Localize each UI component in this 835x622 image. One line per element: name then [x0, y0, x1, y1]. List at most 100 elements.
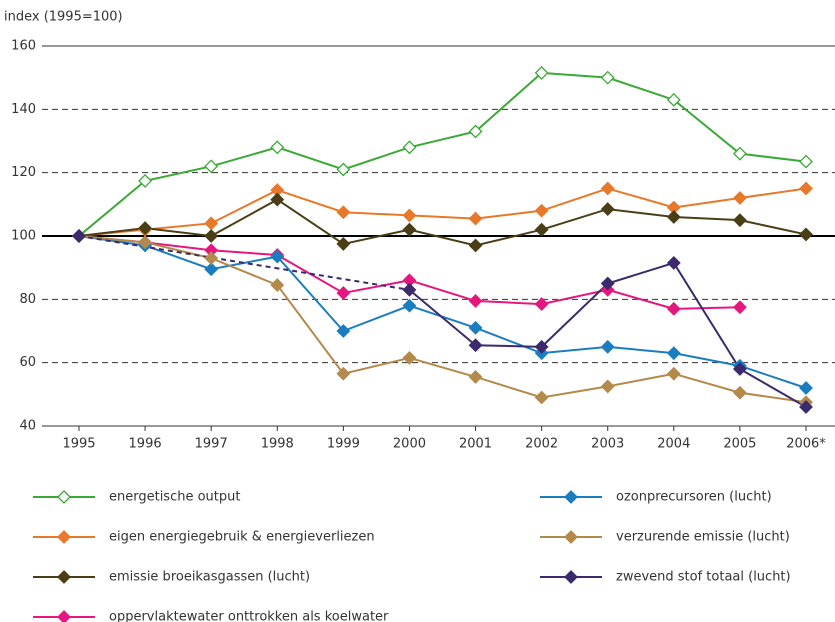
- marker: [336, 366, 351, 381]
- marker: [336, 236, 351, 251]
- y-tick-label: 60: [19, 355, 36, 370]
- marker: [468, 211, 483, 226]
- marker: [204, 251, 219, 266]
- marker: [534, 222, 549, 237]
- marker: [799, 181, 813, 196]
- legend-marker: [57, 490, 71, 504]
- marker: [402, 222, 417, 237]
- legend-marker: [564, 530, 578, 544]
- x-tick-label: 2003: [591, 437, 624, 452]
- marker: [666, 346, 681, 361]
- marker: [666, 210, 681, 224]
- x-tick-label: 2006*: [786, 437, 826, 452]
- x-tick-label: 2004: [657, 437, 690, 452]
- marker: [732, 213, 747, 228]
- gap-connector: [78, 235, 410, 291]
- series-line: [78, 198, 807, 247]
- marker: [270, 249, 285, 264]
- x-tick-label: 1995: [62, 437, 95, 452]
- marker: [600, 339, 615, 354]
- y-tick-label: 80: [19, 292, 36, 307]
- marker: [799, 227, 813, 242]
- legend-label: eigen energiegebruik & energieverliezen: [109, 530, 375, 545]
- marker: [732, 191, 747, 205]
- marker: [336, 286, 351, 300]
- legend-label: verzurende emissie (lucht): [616, 530, 790, 545]
- marker: [468, 369, 483, 384]
- marker: [468, 238, 483, 253]
- marker: [336, 205, 351, 220]
- marker: [270, 278, 285, 293]
- series-line: [78, 235, 807, 389]
- marker: [666, 366, 681, 381]
- marker: [270, 192, 285, 207]
- marker: [799, 400, 813, 414]
- series-line: [78, 71, 807, 237]
- x-tick-label: 1996: [129, 437, 162, 452]
- marker: [468, 320, 483, 335]
- legend-marker: [57, 530, 71, 544]
- legend-label: zwevend stof totaal (lucht): [616, 570, 791, 585]
- marker: [534, 65, 549, 80]
- marker: [600, 202, 615, 217]
- marker: [666, 301, 681, 316]
- marker: [138, 221, 153, 236]
- legend-label: energetische output: [109, 490, 240, 505]
- legend-marker: [57, 610, 71, 622]
- x-tick-label: 2002: [525, 437, 558, 452]
- x-tick-label: 2001: [459, 437, 492, 452]
- marker: [468, 338, 483, 353]
- marker: [534, 390, 549, 405]
- marker: [402, 140, 417, 155]
- marker: [600, 379, 615, 394]
- marker: [204, 159, 219, 174]
- marker: [336, 162, 351, 177]
- marker: [799, 154, 813, 169]
- marker: [138, 173, 153, 188]
- y-tick-label: 120: [11, 165, 36, 180]
- marker: [534, 339, 549, 354]
- marker: [402, 350, 417, 365]
- marker: [666, 255, 681, 270]
- x-tick-label: 1999: [327, 437, 360, 452]
- x-tick-label: 2005: [723, 437, 756, 452]
- marker: [336, 324, 351, 338]
- legend-label: ozonprecursoren (lucht): [616, 490, 772, 505]
- marker: [534, 203, 549, 218]
- x-tick-label: 2000: [393, 437, 426, 452]
- series-line: [78, 187, 807, 237]
- marker: [799, 381, 813, 395]
- marker: [468, 293, 483, 308]
- y-axis-label: index (1995=100): [4, 10, 123, 25]
- marker: [402, 298, 417, 313]
- marker: [72, 229, 86, 243]
- series-line: [78, 235, 807, 404]
- marker: [600, 70, 615, 85]
- marker: [402, 208, 417, 223]
- marker: [138, 235, 153, 250]
- legend-label: emissie broeikasgassen (lucht): [109, 570, 310, 585]
- marker: [534, 297, 549, 312]
- marker: [600, 276, 615, 291]
- legend-label: oppervlaktewater onttrokken als koelwate…: [109, 610, 389, 622]
- marker: [666, 92, 681, 107]
- y-tick-label: 160: [11, 39, 36, 54]
- y-tick-label: 100: [11, 229, 36, 244]
- legend-marker: [564, 570, 578, 584]
- marker: [204, 216, 219, 231]
- legend-marker: [57, 570, 71, 584]
- marker: [204, 229, 219, 243]
- marker: [270, 140, 285, 155]
- marker: [600, 181, 615, 196]
- x-tick-label: 1998: [261, 437, 294, 452]
- marker: [732, 385, 747, 400]
- marker: [732, 146, 747, 161]
- marker: [204, 262, 219, 277]
- x-tick-label: 1997: [195, 437, 228, 452]
- marker: [732, 300, 747, 315]
- legend-marker: [564, 490, 578, 504]
- marker: [732, 362, 747, 376]
- marker: [402, 282, 417, 297]
- marker: [468, 124, 483, 139]
